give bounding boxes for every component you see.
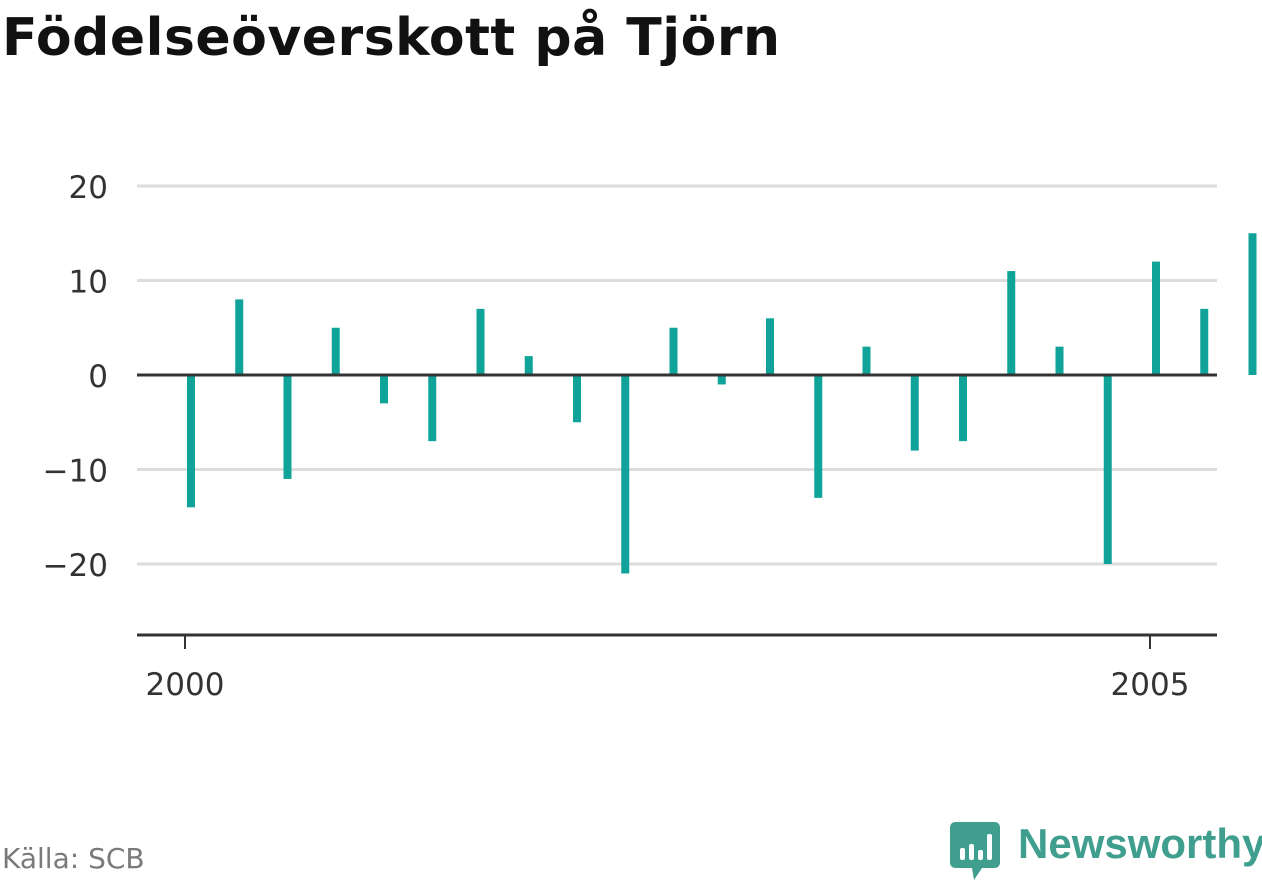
bar [1103,375,1112,564]
bar [766,318,774,375]
bar [476,308,485,375]
bar [428,375,437,442]
x-tick-label: 2005 [1111,667,1190,703]
bar [187,375,195,508]
bar [1152,261,1160,375]
y-axis-tick-labels: 20 10 0 −10 −20 [43,170,108,584]
bars [187,233,1257,574]
brand-name: Newsworthy [1018,820,1262,867]
bar [1248,233,1257,375]
newsworthy-logo: Newsworthy [950,818,1262,882]
bar [1055,346,1064,375]
y-tick-label: 0 [88,359,108,395]
bar [621,375,630,574]
grid-lines [137,184,1217,566]
y-tick-label: −10 [43,454,108,490]
bar [331,327,340,375]
bar [524,356,533,375]
bar [573,375,581,423]
bar [959,375,967,442]
bar [814,375,823,498]
y-tick-label: −20 [43,548,108,584]
bar [910,375,919,451]
bar [235,299,244,375]
bar [862,346,871,375]
y-tick-label: 10 [69,265,108,301]
y-tick-label: 20 [69,170,108,206]
bar [380,375,388,404]
source-note: Källa: SCB [2,842,145,875]
x-tick-label: 2000 [146,667,225,703]
newsworthy-logo-icon [950,822,1000,880]
bar [669,327,678,375]
bar [283,375,292,479]
bar [1200,308,1209,375]
bar [1007,271,1016,375]
x-axis: 200020052010201520202025 [137,633,1217,703]
bar [717,375,726,385]
chart-title: Födelseöverskott på Tjörn [2,8,781,68]
